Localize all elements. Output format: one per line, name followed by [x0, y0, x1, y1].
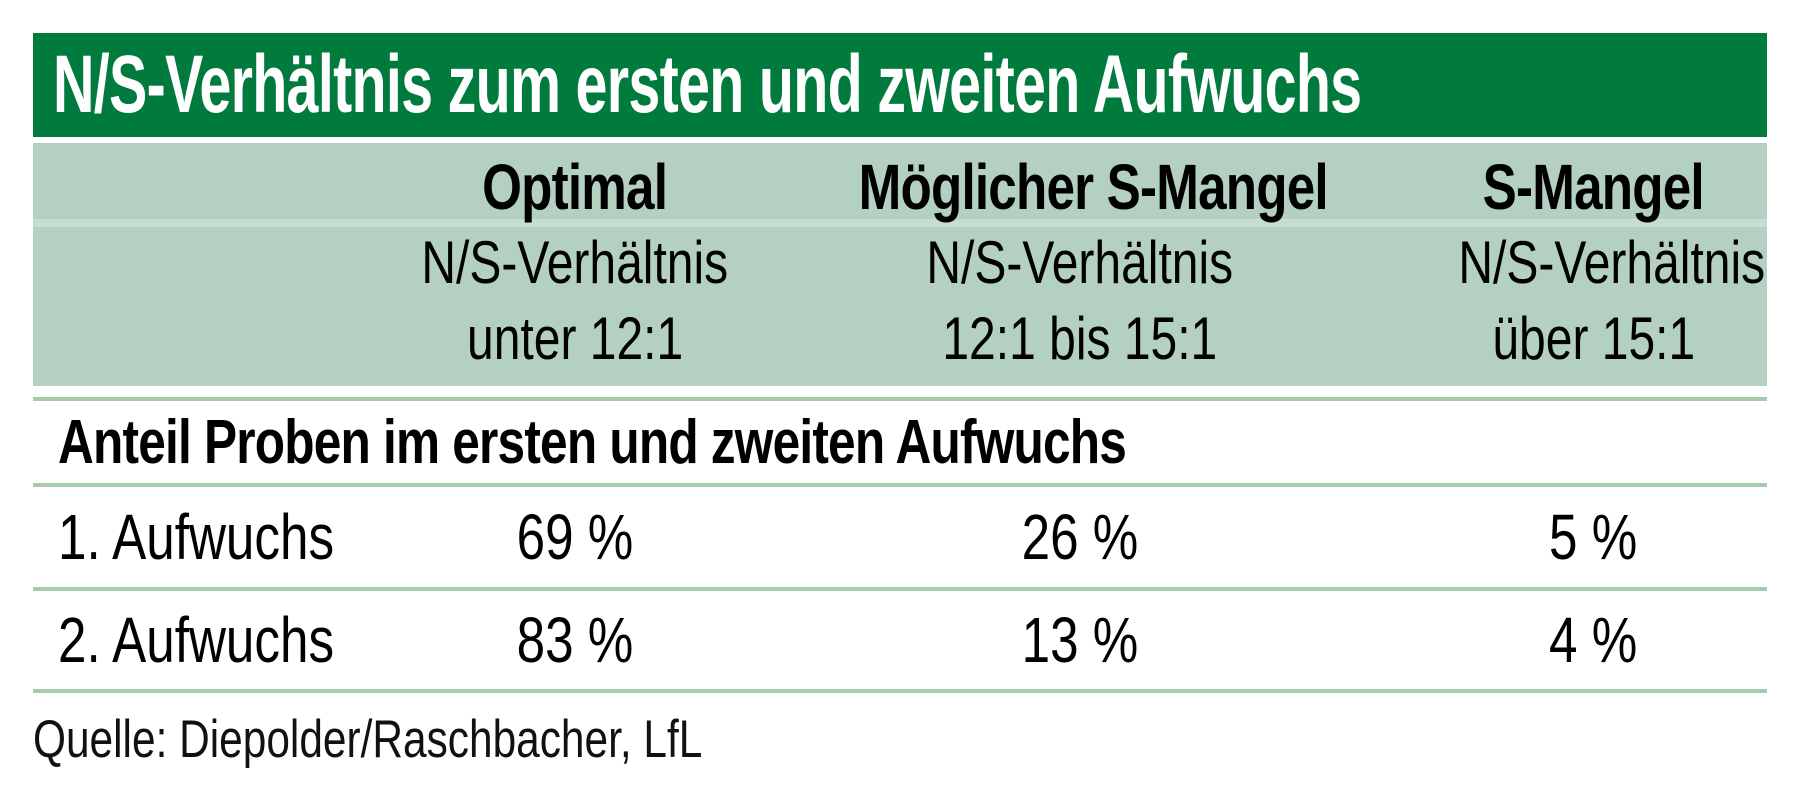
header-seam-line: [33, 219, 1767, 227]
row-value-s-deficiency: 5 %: [1549, 501, 1638, 573]
header-subline-2: 12:1 bis 15:1: [942, 305, 1218, 372]
header-subline-2: unter 12:1: [466, 305, 684, 372]
row-value-possible-s-deficiency: 26 %: [1021, 501, 1139, 573]
table-row-1: 1. Aufwuchs 69 % 26 % 5 %: [33, 487, 1767, 587]
spacer: [33, 386, 1767, 397]
header-subline-1: N/S-Verhältnis: [421, 229, 729, 296]
section-heading-row: Anteil Proben im ersten und zweiten Aufw…: [33, 401, 1767, 483]
header-label: Optimal: [482, 151, 669, 223]
separator-line: [33, 587, 1767, 591]
row-value-possible-s-deficiency: 13 %: [1021, 604, 1139, 676]
column-header-row: Optimal N/S-Verhältnis unter 12:1 Möglic…: [33, 143, 1767, 386]
separator-line: [33, 483, 1767, 487]
separator-line: [33, 397, 1767, 401]
ns-ratio-table: N/S-Verhältnis zum ersten und zweiten Au…: [33, 33, 1767, 770]
header-label: S-Mangel: [1482, 151, 1705, 223]
separator-line: [33, 689, 1767, 693]
table-row-2: 2. Aufwuchs 83 % 13 % 4 %: [33, 591, 1767, 689]
source-row: Quelle: Diepolder/Raschbacher, LfL: [33, 693, 1767, 770]
row-value-optimal: 83 %: [516, 604, 634, 676]
source-caption: Quelle: Diepolder/Raschbacher, LfL: [33, 710, 703, 769]
header-spacer-cell: [33, 143, 350, 386]
header-cell-s-deficiency: S-Mangel N/S-Verhältnis über 15:1: [1360, 143, 1767, 386]
header-subline-1: N/S-Verhältnis: [926, 229, 1234, 296]
section-heading: Anteil Proben im ersten und zweiten Aufw…: [58, 407, 1127, 477]
header-subline-2: über 15:1: [1492, 305, 1695, 372]
header-label: Möglicher S-Mangel: [858, 151, 1329, 223]
header-cell-possible-s-deficiency: Möglicher S-Mangel N/S-Verhältnis 12:1 b…: [800, 143, 1360, 386]
header-subline-1: N/S-Verhältnis: [1458, 229, 1766, 296]
table-title: N/S-Verhältnis zum ersten und zweiten Au…: [53, 39, 1362, 130]
header-cell-optimal: Optimal N/S-Verhältnis unter 12:1: [350, 143, 800, 386]
title-bar: N/S-Verhältnis zum ersten und zweiten Au…: [33, 33, 1767, 137]
row-value-s-deficiency: 4 %: [1549, 604, 1638, 676]
row-label: 1. Aufwuchs: [58, 501, 335, 573]
row-label: 2. Aufwuchs: [58, 604, 335, 676]
row-value-optimal: 69 %: [516, 501, 634, 573]
